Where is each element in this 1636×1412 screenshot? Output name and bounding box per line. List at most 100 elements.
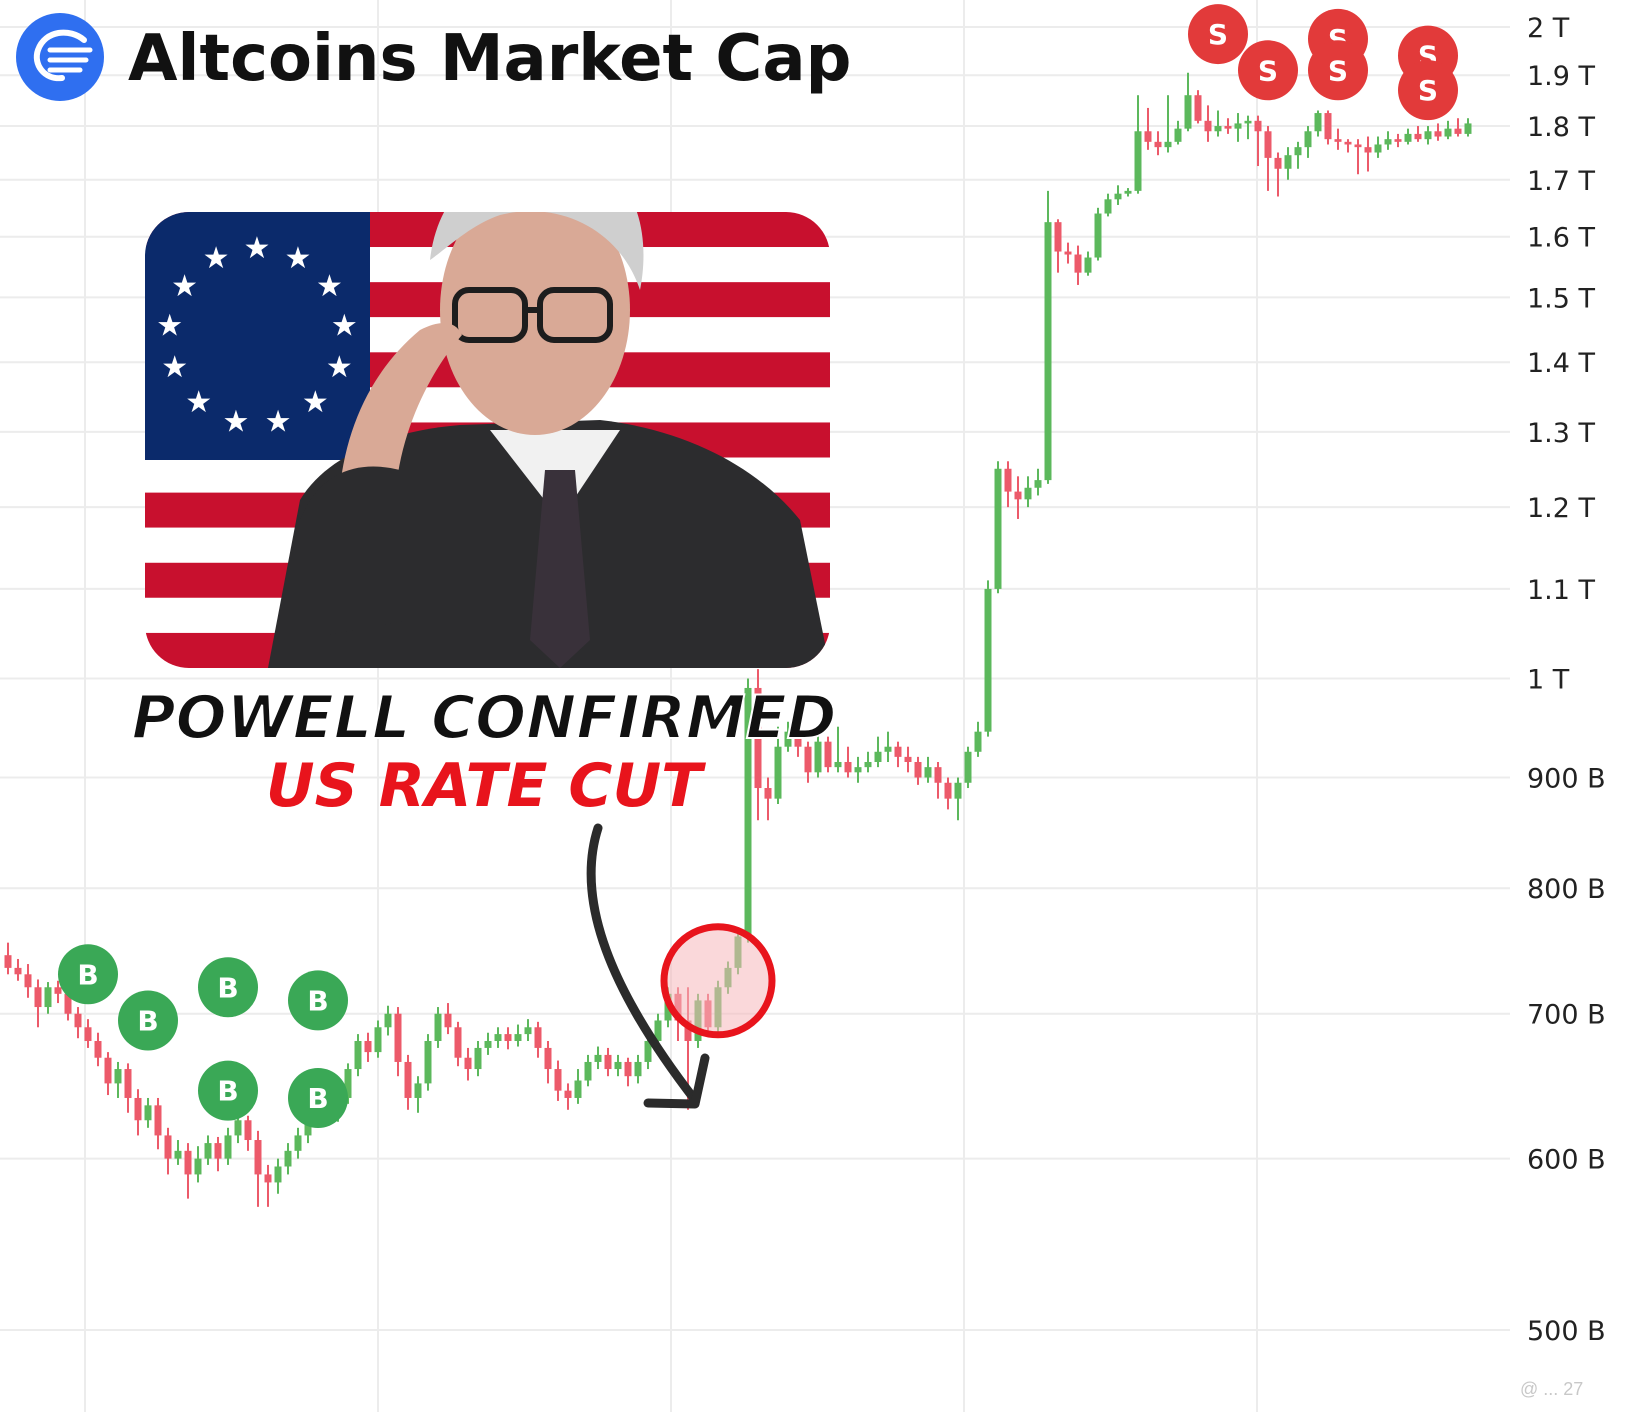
candle-body (24, 974, 32, 988)
candle-body (284, 1150, 292, 1167)
candle-body (1424, 131, 1432, 140)
candle-body (1094, 213, 1102, 258)
y-tick-label: 600 B (1527, 1145, 1606, 1176)
arrow-head (643, 1053, 710, 1109)
candle-body (894, 746, 902, 757)
candle-body (504, 1034, 512, 1041)
candle-body (804, 746, 812, 773)
buy-marker-label: B (77, 958, 98, 991)
candle-body (1384, 139, 1392, 145)
y-tick-label: 1.3 T (1527, 418, 1596, 449)
candle-body (594, 1054, 602, 1062)
candle-body (1024, 487, 1032, 500)
candle-body (954, 782, 962, 799)
candle-body (124, 1069, 132, 1098)
flag-star: ★ (161, 351, 188, 384)
brand-logo (16, 13, 104, 101)
candle-body (184, 1150, 192, 1175)
buy-marker-label: B (217, 971, 238, 1004)
flag-star: ★ (302, 386, 329, 419)
candle-body (934, 767, 942, 783)
candle-body (614, 1061, 622, 1070)
candle-body (1294, 147, 1302, 156)
candle-body (1394, 139, 1402, 142)
page-title: Altcoins Market Cap (128, 22, 851, 96)
candle-body (1044, 222, 1052, 481)
candle-body (1214, 126, 1222, 132)
buy-marker-label: B (307, 984, 328, 1017)
candle-body (624, 1061, 632, 1077)
candle-body (1344, 141, 1352, 145)
flag-star: ★ (156, 309, 183, 342)
candle-body (464, 1057, 472, 1070)
person-with-us-flag-photo: ★ ★★★★★★★★★★★★ (145, 212, 830, 668)
candle-body (414, 1083, 422, 1098)
candle-body (814, 741, 822, 773)
candle-body (484, 1040, 492, 1048)
candle-body (34, 987, 42, 1008)
candle-body (44, 987, 52, 1008)
candle-body (1104, 199, 1112, 214)
candle-body (274, 1166, 282, 1183)
candle-body (164, 1135, 172, 1159)
candle-body (1264, 131, 1272, 158)
candle-body (774, 746, 782, 799)
candle-body (1224, 126, 1232, 129)
candle-body (374, 1027, 382, 1053)
candle-body (444, 1013, 452, 1028)
buy-marker (198, 957, 258, 1018)
y-tick-label: 1.4 T (1527, 348, 1596, 379)
candle-body (964, 751, 972, 783)
candle-body (1304, 131, 1312, 148)
flag-star: ★ (203, 242, 230, 275)
candle-body (1374, 144, 1382, 153)
candle-body (434, 1013, 442, 1041)
candle-body (344, 1069, 352, 1098)
candle-body (144, 1105, 152, 1121)
candle-body (154, 1105, 162, 1136)
rate-cut-highlight (660, 923, 776, 1039)
candle-body (234, 1120, 242, 1136)
candle-body (584, 1061, 592, 1081)
candle-body (1324, 113, 1332, 140)
candle-body (544, 1047, 552, 1070)
candle-body (194, 1158, 202, 1175)
candle-body (1314, 113, 1322, 132)
candle-body (854, 767, 862, 773)
candle-body (754, 687, 762, 789)
candle-body (114, 1069, 122, 1084)
candle-body (1134, 131, 1142, 191)
candle-body (984, 588, 992, 732)
candle-body (54, 987, 62, 994)
candle-body (1124, 190, 1132, 194)
candle-body (784, 731, 792, 747)
candle-body (364, 1040, 372, 1053)
candle-body (904, 756, 912, 762)
candle-body (1414, 133, 1422, 140)
candle-body (1144, 131, 1152, 142)
highlight-circle (660, 923, 776, 1039)
candle-body (1454, 128, 1462, 134)
flag-star: ★ (185, 386, 212, 419)
candle-body (884, 746, 892, 752)
candle-body (794, 731, 802, 747)
candle-body (254, 1140, 262, 1175)
candle-body (654, 1020, 662, 1041)
candle-body (604, 1054, 612, 1070)
candle-body (304, 1120, 312, 1136)
flag-star: ★ (284, 242, 311, 275)
candle-body (1334, 139, 1342, 142)
sell-marker (1308, 40, 1368, 101)
candle-body (764, 788, 772, 799)
y-tick-label: 2 T (1527, 13, 1570, 44)
candle-body (74, 1013, 82, 1028)
candle-body (394, 1013, 402, 1062)
candle-body (4, 955, 12, 968)
candle-body (1004, 468, 1012, 492)
candle-body (1164, 141, 1172, 148)
candle-body (564, 1090, 572, 1098)
candle-body (404, 1061, 412, 1098)
candle-body (524, 1027, 532, 1035)
